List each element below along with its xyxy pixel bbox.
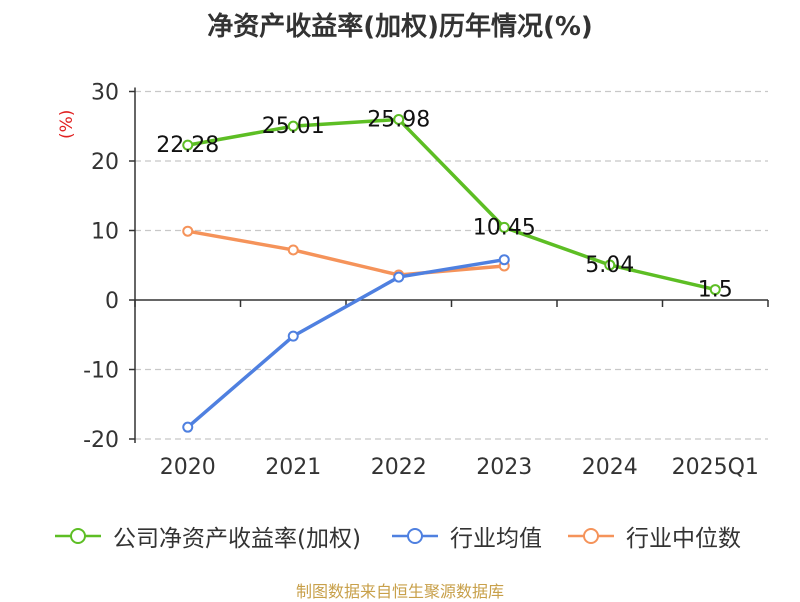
legend-company-line-icon	[55, 528, 101, 544]
data-point-industry-median[interactable]	[182, 225, 194, 237]
data-label-company: 25.98	[367, 107, 430, 132]
data-point-company[interactable]	[287, 120, 299, 132]
y-tick-label: -10	[83, 359, 119, 384]
data-point-company[interactable]	[393, 113, 405, 125]
data-point-company[interactable]	[709, 284, 721, 296]
chart-title: 净资产收益率(加权)历年情况(%)	[207, 12, 593, 42]
data-label-company: 25.01	[262, 114, 325, 139]
y-tick-label: 20	[91, 150, 119, 175]
legend-industry-median-line-icon	[568, 528, 614, 544]
data-point-industry-median[interactable]	[287, 244, 299, 256]
legend-item-company[interactable]: 公司净资产收益率(加权)	[55, 519, 361, 553]
series-layer	[182, 113, 721, 433]
x-tick-label: 2020	[160, 455, 216, 480]
data-point-industry-average[interactable]	[287, 330, 299, 342]
data-point-industry-average[interactable]	[498, 254, 510, 266]
grid-layer	[135, 90, 768, 440]
legend-item-industry-average[interactable]: 行业均值	[392, 519, 542, 553]
legend-label-company: 公司净资产收益率(加权)	[113, 526, 361, 552]
legend-industry-average-line-icon	[392, 528, 438, 544]
legend-label-industry-median: 行业中位数	[626, 526, 741, 552]
y-tick-label: -20	[83, 428, 119, 453]
legend-label-industry-average: 行业均值	[450, 526, 542, 552]
y-tick-label: 30	[91, 81, 119, 106]
data-label-company: 1.5	[698, 278, 733, 303]
data-label-company: 22.28	[156, 133, 219, 158]
series-line-industry-median	[187, 229, 505, 277]
data-point-industry-average[interactable]	[182, 421, 194, 433]
x-tick-label: 2021	[265, 455, 321, 480]
x-tick-label: 2022	[371, 455, 427, 480]
data-point-company[interactable]	[498, 221, 510, 233]
x-tick-label: 2024	[582, 455, 638, 480]
data-label-company: 10.45	[473, 215, 536, 240]
source-note: 制图数据来自恒生聚源数据库	[295, 582, 504, 601]
data-point-industry-average[interactable]	[393, 271, 405, 283]
x-tick-label: 2025Q1	[672, 455, 759, 480]
series-line-company	[187, 117, 716, 292]
series-line-industry-average	[186, 257, 505, 429]
data-point-company[interactable]	[604, 259, 616, 271]
y-tick-label: 0	[105, 289, 119, 314]
axis-layer: 30 20 10 0 -10 -20 2020 2021 2022 2023 2024 2025Q1	[83, 81, 769, 480]
data-label-company: 5.04	[585, 253, 634, 278]
legend-item-industry-median[interactable]: 行业中位数	[568, 519, 741, 553]
data-label-layer: 22.28 25.01 25.98 10.45 5.04 1.5	[156, 107, 732, 302]
legend: 公司净资产收益率(加权) 行业均值 行业中位数	[0, 519, 800, 553]
x-tick-label: 2023	[476, 455, 532, 480]
data-point-company[interactable]	[182, 139, 194, 151]
y-tick-label: 10	[91, 220, 119, 245]
